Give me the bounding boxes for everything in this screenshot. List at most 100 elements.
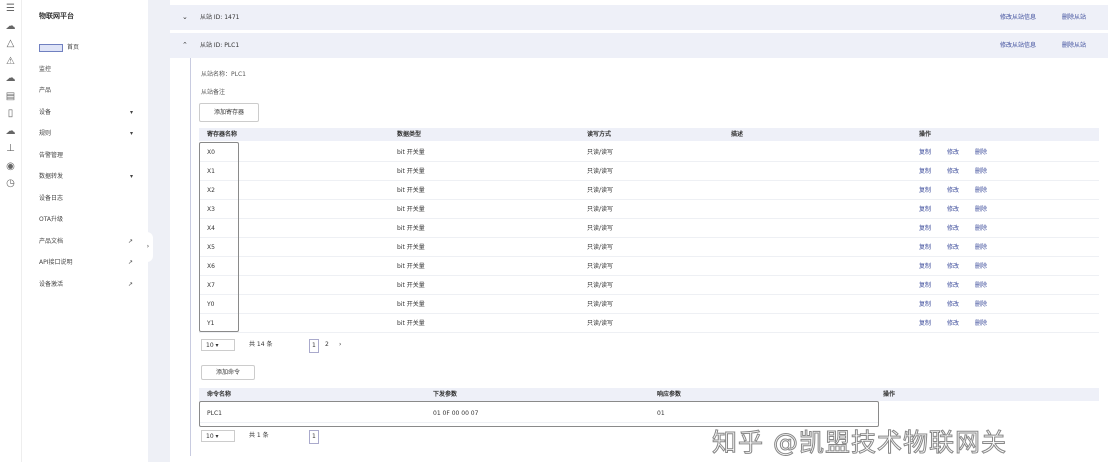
slave-section-header[interactable]: ⌄ 从站 ID: 1471 修改从站信息 删除从站 [170, 5, 1108, 30]
alert-icon[interactable]: △ [6, 38, 15, 49]
phone-icon[interactable]: ▯ [7, 108, 14, 119]
table-row: X1 bit 开关量 只读/读写 复制 修改 删除 [199, 162, 1099, 181]
table-cell: X2 [207, 187, 215, 194]
page-2[interactable]: 2 [325, 341, 329, 348]
delete-register-link[interactable]: 删除 [975, 149, 988, 156]
copy-register-link[interactable]: 复制 [919, 168, 932, 175]
delete-register-link[interactable]: 删除 [975, 282, 988, 289]
warning-icon[interactable]: ⚠ [6, 55, 15, 67]
register-name-highlight [199, 142, 239, 332]
copy-register-link[interactable]: 复制 [919, 149, 932, 156]
copy-register-link[interactable]: 复制 [919, 187, 932, 194]
delete-register-link[interactable]: 删除 [975, 244, 988, 251]
sidebar-item-label: API接口说明 [39, 259, 73, 266]
column-header: 读写方式 [587, 131, 612, 138]
edit-slave-link[interactable]: 修改从站信息 [1000, 42, 1037, 49]
page-1[interactable]: 1 [309, 339, 319, 353]
home-badge [39, 43, 63, 52]
chevron-down-icon[interactable]: ⌄ [182, 13, 188, 21]
edit-register-link[interactable]: 修改 [947, 263, 960, 270]
copy-register-link[interactable]: 复制 [919, 244, 932, 251]
table-row: X3 bit 开关量 只读/读写 复制 修改 删除 [199, 200, 1099, 219]
copy-register-link[interactable]: 复制 [919, 206, 932, 213]
copy-register-link[interactable]: 复制 [919, 320, 932, 327]
sidebar-item[interactable]: API接口说明 ↗ [39, 256, 137, 270]
download-icon[interactable]: ⊥ [6, 143, 15, 154]
table-cell: 只读/读写 [587, 244, 614, 251]
page-size-select[interactable]: 10 ▾ [201, 339, 235, 351]
cloud-icon[interactable]: ☁ [5, 20, 16, 32]
copy-register-link[interactable]: 复制 [919, 282, 932, 289]
delete-register-link[interactable]: 删除 [975, 225, 988, 232]
sidebar-item[interactable]: 设备激活 ↗ [39, 278, 137, 292]
column-header: 操作 [883, 391, 896, 398]
column-header: 寄存器名称 [207, 131, 238, 138]
collapse-sidebar-handle[interactable]: › [143, 232, 153, 262]
edit-register-link[interactable]: 修改 [947, 282, 960, 289]
delete-register-link[interactable]: 删除 [975, 168, 988, 175]
edit-slave-link[interactable]: 修改从站信息 [1000, 14, 1037, 21]
copy-register-link[interactable]: 复制 [919, 263, 932, 270]
table-cell: X3 [207, 206, 215, 213]
copy-register-link[interactable]: 复制 [919, 225, 932, 232]
add-register-button[interactable]: 添加寄存器 [199, 103, 259, 122]
chevron-up-icon[interactable]: ⌃ [182, 41, 188, 49]
sidebar-item[interactable]: 告警管理 [39, 149, 137, 163]
column-header: 命令名称 [207, 391, 232, 398]
sidebar-item[interactable]: 监控 [39, 63, 137, 77]
edit-register-link[interactable]: 修改 [947, 168, 960, 175]
slave-section-header[interactable]: ⌃ 从站 ID: PLC1 修改从站信息 删除从站 [170, 33, 1108, 58]
sidebar-item-arrow-icon: ▾ [129, 173, 133, 180]
slave-name: 从站名称：PLC1 [201, 71, 246, 78]
edit-register-link[interactable]: 修改 [947, 320, 960, 327]
table-cell: Y1 [207, 320, 215, 327]
copy-register-link[interactable]: 复制 [919, 301, 932, 308]
sidebar-title: 物联网平台 [39, 12, 74, 20]
scrollbar-track[interactable] [148, 0, 170, 462]
clock-icon[interactable]: ◷ [6, 178, 15, 189]
sidebar-item[interactable]: 产品文档 ↗ [39, 235, 137, 249]
table-cell: 只读/读写 [587, 168, 614, 175]
sidebar-item[interactable]: OTA升级 [39, 213, 137, 227]
table-cell: X1 [207, 168, 215, 175]
page-1[interactable]: 1 [309, 430, 319, 444]
page-size-select[interactable]: 10 ▾ [201, 430, 235, 442]
cloud-icon[interactable]: ☁ [5, 73, 16, 84]
sidebar-item-label: 设备 [39, 108, 52, 116]
sidebar-item[interactable]: 数据转发 ▾ [39, 170, 137, 184]
table-cell: X5 [207, 244, 215, 251]
edit-register-link[interactable]: 修改 [947, 244, 960, 251]
table-cell: 只读/读写 [587, 187, 614, 194]
delete-slave-link[interactable]: 删除从站 [1062, 14, 1087, 21]
total-count: 共 1 条 [249, 432, 269, 439]
sidebar-item-label: 告警管理 [39, 151, 64, 159]
calendar-icon[interactable]: ▤ [5, 90, 16, 102]
edit-register-link[interactable]: 修改 [947, 206, 960, 213]
sidebar-item[interactable]: 设备日志 [39, 192, 137, 206]
delete-register-link[interactable]: 删除 [975, 320, 988, 327]
edit-register-link[interactable]: 修改 [947, 187, 960, 194]
delete-register-link[interactable]: 删除 [975, 187, 988, 194]
sidebar-item[interactable]: 产品 [39, 84, 137, 98]
table-cell: 01 [657, 410, 665, 417]
sidebar-item[interactable]: 设备 ▾ [39, 106, 137, 120]
sidebar-item[interactable]: 规则 ▾ [39, 127, 137, 141]
table-row: Y1 bit 开关量 只读/读写 复制 修改 删除 [199, 314, 1099, 333]
delete-register-link[interactable]: 删除 [975, 263, 988, 270]
edit-register-link[interactable]: 修改 [947, 301, 960, 308]
next-page-button[interactable]: › [339, 341, 342, 348]
delete-slave-link[interactable]: 删除从站 [1062, 42, 1087, 49]
support-icon[interactable]: ◉ [6, 160, 15, 172]
section-title: 从站 ID: PLC1 [200, 42, 240, 49]
delete-register-link[interactable]: 删除 [975, 206, 988, 213]
add-command-button[interactable]: 添加命令 [201, 365, 255, 380]
sidebar-item[interactable]: 首页 [39, 41, 137, 55]
cloud-icon[interactable]: ☁ [5, 125, 16, 137]
edit-register-link[interactable]: 修改 [947, 149, 960, 156]
delete-register-link[interactable]: 删除 [975, 301, 988, 308]
edit-register-link[interactable]: 修改 [947, 225, 960, 232]
table-row: X0 bit 开关量 只读/读写 复制 修改 删除 [199, 143, 1099, 162]
menu-icon[interactable]: ☰ [6, 3, 15, 14]
table-cell: X6 [207, 263, 215, 270]
table-cell: 只读/读写 [587, 301, 614, 308]
